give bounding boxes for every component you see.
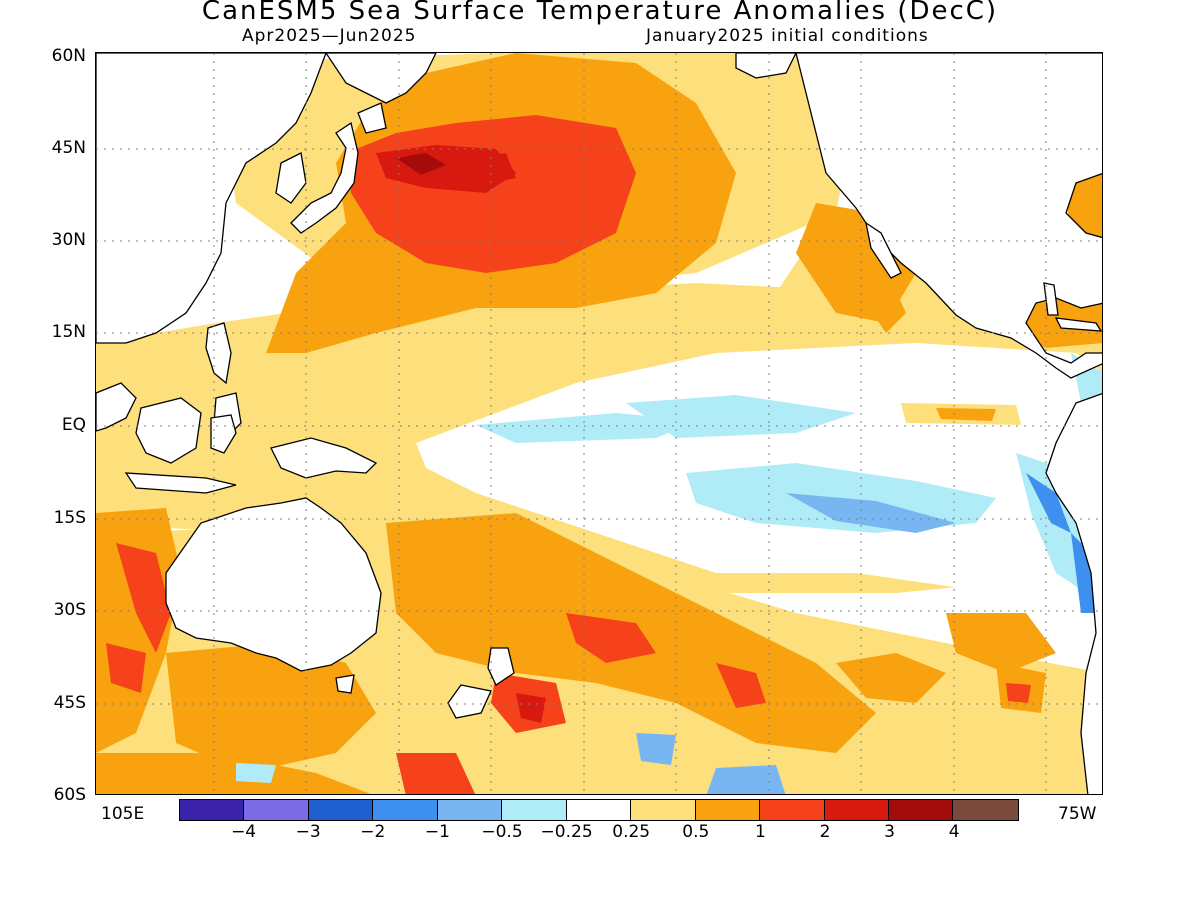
lat-label-15n: 15N — [51, 322, 86, 342]
initial-conditions: January2025 initial conditions — [646, 26, 929, 46]
colorbar-swatch — [373, 800, 438, 820]
colorbar-swatch — [760, 800, 825, 820]
colorbar-label: 2 — [819, 822, 831, 842]
lat-label-60s: 60S — [53, 785, 86, 805]
map-title: CanESM5 Sea Surface Temperature Anomalie… — [201, 0, 999, 26]
colorbar-label: −2 — [360, 822, 386, 842]
colorbar-swatch — [566, 800, 632, 820]
colorbar-swatch — [502, 800, 567, 820]
lat-label-15s: 15S — [53, 508, 86, 528]
colorbar-swatch — [180, 800, 245, 820]
lon-label-105e: 105E — [101, 804, 145, 824]
colorbar-swatch — [631, 800, 696, 820]
colorbar — [179, 799, 1019, 821]
colorbar-label: 1 — [754, 822, 766, 842]
colorbar-swatch — [308, 800, 374, 820]
lat-label-45s: 45S — [53, 693, 86, 713]
colorbar-label: 0.25 — [612, 822, 651, 842]
lat-label-30s: 30S — [53, 600, 86, 620]
colorbar-swatch — [888, 800, 954, 820]
colorbar-swatch — [244, 800, 309, 820]
colorbar-swatch — [437, 800, 503, 820]
lat-label-30n: 30N — [51, 230, 86, 250]
colorbar-label: −0.25 — [540, 822, 593, 842]
colorbar-label: −1 — [424, 822, 450, 842]
lat-label-60n: 60N — [51, 46, 86, 66]
sst-anomaly-map — [95, 52, 1103, 795]
graticule — [96, 53, 1102, 794]
lat-label-eq: EQ — [61, 415, 86, 435]
colorbar-label: −0.5 — [481, 822, 523, 842]
lat-label-45n: 45N — [51, 138, 86, 158]
colorbar-label: 4 — [948, 822, 960, 842]
colorbar-swatch — [953, 800, 1018, 820]
colorbar-label: 3 — [884, 822, 896, 842]
colorbar-label: −4 — [231, 822, 257, 842]
colorbar-label: −3 — [295, 822, 321, 842]
colorbar-swatch — [695, 800, 761, 820]
lon-label-75w: 75W — [1058, 804, 1097, 824]
colorbar-label: 0.5 — [682, 822, 710, 842]
landmasses — [96, 53, 1102, 794]
forecast-period: Apr2025—Jun2025 — [242, 26, 417, 46]
colorbar-swatch — [824, 800, 889, 820]
